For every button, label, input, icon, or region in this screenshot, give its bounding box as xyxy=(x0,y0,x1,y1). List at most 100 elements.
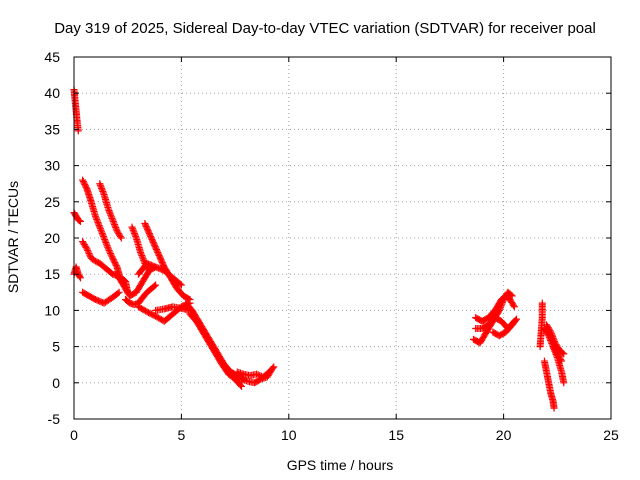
data-point-interp xyxy=(553,352,561,360)
data-point-interp xyxy=(97,226,105,234)
data-point-interp xyxy=(110,219,118,227)
data-point-interp xyxy=(84,248,92,256)
data-point-interp xyxy=(103,242,111,250)
data-point-interp xyxy=(509,301,517,309)
data-point-interp xyxy=(551,349,559,357)
data-point-interp xyxy=(138,252,146,260)
data-point xyxy=(117,234,125,242)
y-tick-label: 25 xyxy=(44,194,60,210)
data-point-interp xyxy=(82,243,90,251)
y-tick-label: 40 xyxy=(44,85,60,101)
x-axis-label: GPS time / hours xyxy=(287,457,394,473)
data-point-interp xyxy=(95,220,103,228)
y-tick-label: 35 xyxy=(44,121,60,137)
data-point-interp xyxy=(550,336,558,344)
data-point-interp xyxy=(236,381,244,389)
data-point xyxy=(74,127,82,135)
data-point xyxy=(547,328,555,336)
x-tick-label: 25 xyxy=(603,427,619,443)
x-tick-label: 20 xyxy=(496,427,512,443)
data-point-interp xyxy=(109,217,117,225)
data-point xyxy=(100,234,108,242)
data-point-interp xyxy=(111,221,119,229)
data-point-interp xyxy=(94,218,102,226)
data-point-interp xyxy=(551,347,559,355)
data-point xyxy=(115,288,123,296)
data-point-interp xyxy=(140,256,148,264)
data-point xyxy=(510,303,518,311)
data-point xyxy=(96,180,104,188)
axis-ticks: 0 5 10 15 20 25 -5 0 5 10 15 20 25 30 35 40 45 xyxy=(44,49,619,443)
data-point-interp xyxy=(559,349,567,357)
data-point-interp xyxy=(151,282,159,290)
data-point-interp xyxy=(137,250,145,258)
data-point-interp xyxy=(107,250,115,258)
y-tick-label: 5 xyxy=(52,339,60,355)
data-point xyxy=(137,248,145,256)
data-point xyxy=(128,223,136,231)
data-point xyxy=(560,350,568,358)
data-point-interp xyxy=(551,337,559,345)
data-point-interp xyxy=(547,330,555,338)
data-points xyxy=(70,86,568,412)
y-axis-label: SDTVAR / TECUs xyxy=(5,181,21,293)
data-point-interp xyxy=(129,225,137,233)
y-tick-label: -5 xyxy=(48,411,61,427)
data-point-interp xyxy=(96,181,104,189)
data-point-interp xyxy=(131,231,139,239)
y-tick-label: 15 xyxy=(44,266,60,282)
data-point-interp xyxy=(112,225,120,233)
data-point xyxy=(536,343,544,351)
data-point-interp xyxy=(99,231,107,239)
data-point xyxy=(253,370,261,378)
x-tick-label: 15 xyxy=(388,427,404,443)
y-tick-label: 0 xyxy=(52,375,60,391)
data-point-interp xyxy=(550,346,558,354)
grid-lines xyxy=(74,57,611,419)
data-point-interp xyxy=(76,273,84,281)
x-tick-label: 0 xyxy=(70,427,78,443)
chart-title: Day 319 of 2025, Sidereal Day-to-day VTE… xyxy=(54,20,596,37)
x-tick-label: 5 xyxy=(178,427,186,443)
data-point-interp xyxy=(548,331,556,339)
data-point xyxy=(76,217,84,225)
data-point-interp xyxy=(97,183,105,191)
data-point-interp xyxy=(103,240,111,248)
data-point-interp xyxy=(552,350,560,358)
data-point xyxy=(549,343,557,351)
data-point-interp xyxy=(105,207,113,215)
data-point-interp xyxy=(93,215,101,223)
data-point xyxy=(560,379,568,387)
data-point xyxy=(91,212,99,220)
data-point-interp xyxy=(93,217,101,225)
data-point-interp xyxy=(104,243,112,251)
data-point xyxy=(104,245,112,253)
data-point-interp xyxy=(549,334,557,342)
data-point xyxy=(104,205,112,213)
data-point-interp xyxy=(95,222,103,230)
data-point-interp xyxy=(99,187,107,195)
data-point-interp xyxy=(99,232,107,240)
data-point-interp xyxy=(130,228,138,236)
data-point xyxy=(96,223,104,231)
data-point xyxy=(83,245,91,253)
data-point-interp xyxy=(116,233,124,241)
data-point-interp xyxy=(99,189,107,197)
data-point xyxy=(550,404,558,412)
data-point-interp xyxy=(176,280,184,288)
data-point xyxy=(109,216,117,224)
data-point-interp xyxy=(132,232,140,240)
data-point xyxy=(152,281,160,289)
data-point-interp xyxy=(138,253,146,261)
data-point-interp xyxy=(106,210,114,218)
data-point-interp xyxy=(512,316,520,324)
data-point-interp xyxy=(86,251,94,259)
data-point-interp xyxy=(98,229,106,237)
data-point-interp xyxy=(96,225,104,233)
data-point-interp xyxy=(108,253,116,261)
data-point-interp xyxy=(98,228,106,236)
data-point-interp xyxy=(130,229,138,237)
data-point-interp xyxy=(107,211,115,219)
data-point xyxy=(238,382,246,390)
